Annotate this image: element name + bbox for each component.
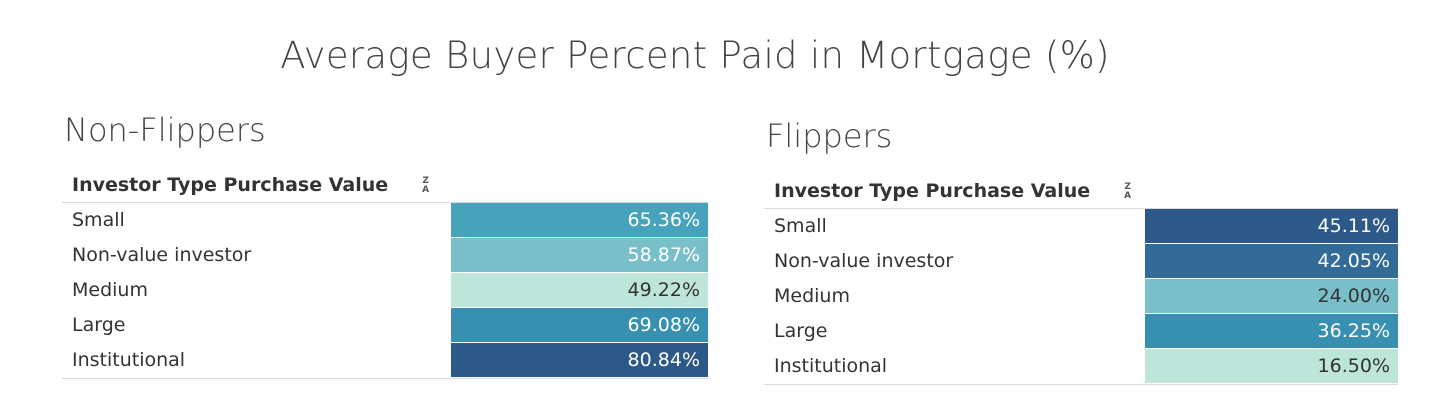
table-row: Large 36.25% [764, 314, 1398, 349]
value-cell: 69.08% [451, 308, 708, 343]
value-cell: 42.05% [1145, 244, 1398, 279]
row-label: Large [72, 314, 126, 336]
value-cell: 36.25% [1145, 314, 1398, 349]
table-row: Medium 49.22% [62, 273, 708, 308]
value-cell: 49.22% [451, 273, 708, 308]
row-label: Medium [774, 285, 850, 307]
table-row: Institutional 16.50% [764, 349, 1398, 384]
panel-title: Non-Flippers [64, 111, 266, 149]
column-header-row: Investor Type Purchase Value Z A [764, 174, 1398, 209]
non-flippers-table: Non-Flippers Investor Type Purchase Valu… [62, 108, 708, 379]
table-row: Large 69.08% [62, 308, 708, 343]
sort-icon-bottom-letter: A [1124, 191, 1132, 201]
column-header-label: Investor Type Purchase Value [72, 174, 389, 196]
sort-icon-top-letter: Z [1124, 182, 1131, 192]
sort-descending-icon[interactable]: Z A [422, 177, 429, 195]
value-cell: 80.84% [451, 343, 708, 378]
value-cell: 16.50% [1145, 349, 1398, 384]
value-cell: 24.00% [1145, 279, 1398, 314]
chart-main-title: Average Buyer Percent Paid in Mortgage (… [280, 34, 1110, 77]
flippers-table: Flippers Investor Type Purchase Value Z … [764, 114, 1398, 385]
column-header-row: Investor Type Purchase Value Z A [62, 168, 708, 203]
row-label: Non-value investor [774, 250, 954, 272]
sort-descending-icon[interactable]: Z A [1124, 183, 1131, 201]
column-header-label: Investor Type Purchase Value [774, 180, 1091, 202]
value-cell: 45.11% [1145, 209, 1398, 244]
row-label: Non-value investor [72, 244, 252, 266]
sort-icon-top-letter: Z [422, 176, 429, 186]
table-rows: Small 45.11% Non-value investor 42.05% Mediu… [764, 209, 1398, 384]
panel-title: Flippers [766, 117, 893, 155]
row-label: Medium [72, 279, 148, 301]
table-bottom-rule [764, 384, 1398, 385]
table-row: Non-value investor 58.87% [62, 238, 708, 273]
table-row: Institutional 80.84% [62, 343, 708, 378]
value-cell: 65.36% [451, 203, 708, 238]
row-label: Small [774, 215, 827, 237]
table-bottom-rule [62, 378, 708, 379]
table-rows: Small 65.36% Non-value investor 58.87% Mediu… [62, 203, 708, 378]
row-label: Institutional [72, 349, 186, 371]
table-row: Non-value investor 42.05% [764, 244, 1398, 279]
sort-icon-bottom-letter: A [422, 185, 430, 195]
row-label: Large [774, 320, 828, 342]
table-row: Small 45.11% [764, 209, 1398, 244]
table-row: Medium 24.00% [764, 279, 1398, 314]
row-label: Small [72, 209, 125, 231]
value-cell: 58.87% [451, 238, 708, 273]
table-row: Small 65.36% [62, 203, 708, 238]
row-label: Institutional [774, 355, 888, 377]
